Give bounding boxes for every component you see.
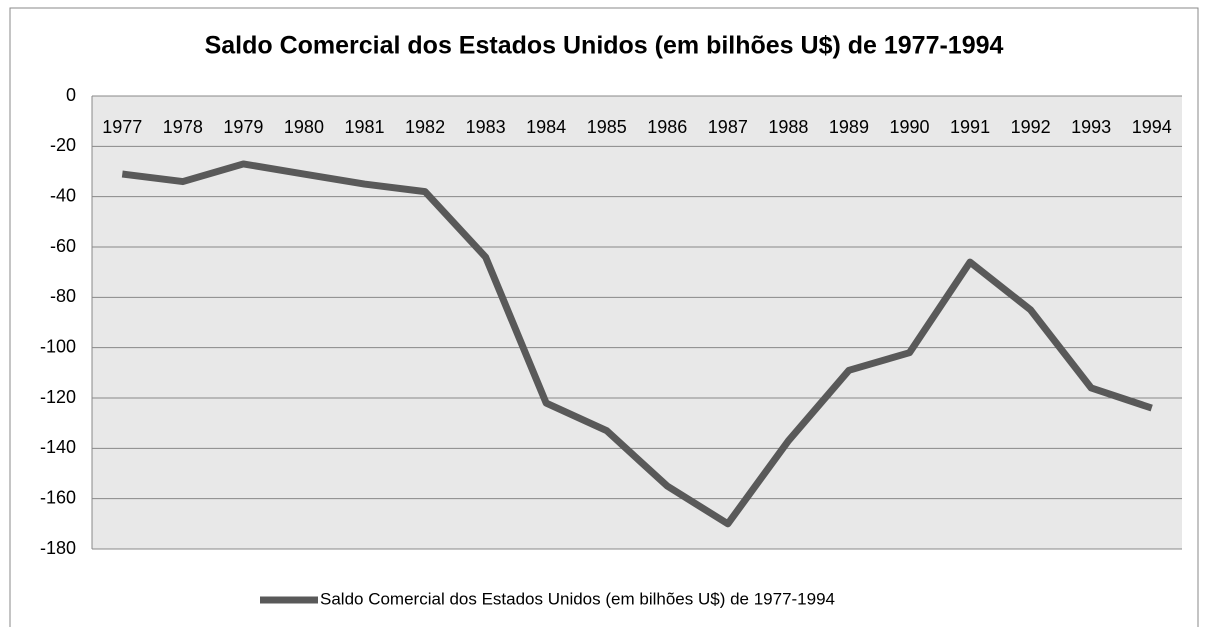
- x-tick-label: 1992: [1011, 117, 1051, 137]
- x-tick-label: 1984: [526, 117, 566, 137]
- chart-title: Saldo Comercial dos Estados Unidos (em b…: [205, 32, 1004, 60]
- x-tick-label: 1979: [223, 117, 263, 137]
- y-tick-label: -40: [50, 185, 76, 205]
- y-tick-label: -100: [40, 336, 76, 356]
- y-tick-label: -180: [40, 538, 76, 558]
- y-tick-label: -140: [40, 437, 76, 457]
- x-tick-label: 1993: [1071, 117, 1111, 137]
- x-tick-label: 1986: [647, 117, 687, 137]
- legend-label: Saldo Comercial dos Estados Unidos (em b…: [320, 589, 835, 608]
- x-tick-label: 1980: [284, 117, 324, 137]
- data-line: [121, 160, 1153, 528]
- x-tick-label: 1994: [1132, 117, 1172, 137]
- x-tick-label: 1991: [950, 117, 990, 137]
- x-tick-label: 1982: [405, 117, 445, 137]
- y-tick-label: -120: [40, 387, 76, 407]
- y-tick-label: 0: [66, 85, 76, 105]
- y-tick-label: -20: [50, 135, 76, 155]
- x-tick-label: 1978: [163, 117, 203, 137]
- x-tick-label: 1989: [829, 117, 869, 137]
- x-tick-label: 1988: [768, 117, 808, 137]
- y-tick-label: -60: [50, 236, 76, 256]
- x-tick-label: 1981: [344, 117, 384, 137]
- x-tick-label: 1990: [889, 117, 929, 137]
- x-tick-label: 1977: [102, 117, 142, 137]
- x-tick-label: 1985: [587, 117, 627, 137]
- y-tick-label: -160: [40, 487, 76, 507]
- y-tick-label: -80: [50, 286, 76, 306]
- x-tick-label: 1983: [466, 117, 506, 137]
- x-tick-label: 1987: [708, 117, 748, 137]
